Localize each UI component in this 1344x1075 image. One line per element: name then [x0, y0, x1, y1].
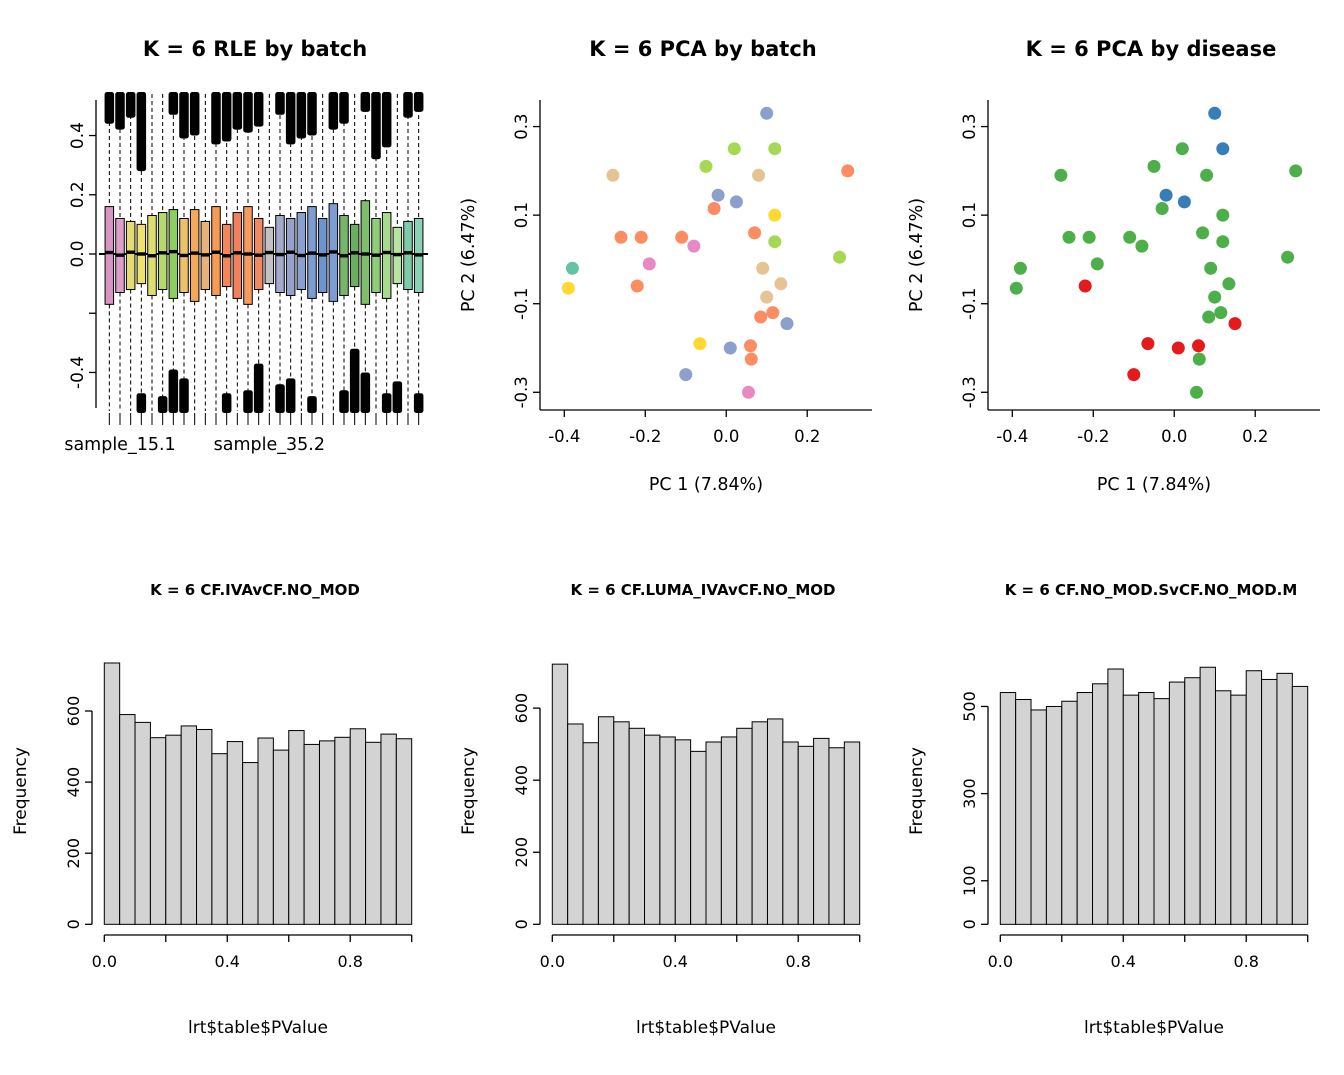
pca-by-batch-scatter-chart: -0.4 -0.2 0.0 0.2 -0.3 -0.1 0.1 0.3 PC 1 (7.84%)…	[459, 100, 872, 495]
svg-text:0.4: 0.4	[215, 952, 240, 971]
svg-text:PC 1 (7.84%): PC 1 (7.84%)	[1097, 475, 1211, 495]
pvalue-histogram-no-mod-chart: 0.0 0.4 0.8 0 100 300 500 lrt$table$PValue Frequ…	[907, 666, 1309, 1038]
svg-text:-0.1: -0.1	[512, 288, 531, 320]
rle-boxplot-chart: -0.4 0.0 0.2 0.4 sample_15.1 sample_35.2	[64, 92, 428, 455]
svg-text:0.0: 0.0	[92, 952, 117, 971]
svg-text:-0.4: -0.4	[548, 427, 580, 446]
hist-no-mod-chart-title: K = 6 CF.NO_MOD.SvCF.NO_MOD.M	[1004, 581, 1298, 599]
svg-text:400: 400	[512, 765, 531, 796]
svg-text:0.2: 0.2	[68, 181, 88, 208]
svg-text:0.2: 0.2	[1242, 427, 1268, 446]
svg-text:0.0: 0.0	[540, 952, 565, 971]
svg-text:0: 0	[512, 919, 531, 929]
svg-text:PC 2 (6.47%): PC 2 (6.47%)	[907, 198, 927, 312]
svg-text:0.3: 0.3	[512, 113, 531, 139]
svg-text:-0.4: -0.4	[68, 356, 88, 389]
svg-text:0.8: 0.8	[337, 952, 362, 971]
pvalue-histogram-iva-chart: 0.0 0.4 0.8 0 200 400 600 lrt$table$PValue Frequ…	[11, 662, 413, 1038]
svg-text:-0.3: -0.3	[960, 376, 979, 408]
svg-text:0.4: 0.4	[1111, 952, 1136, 971]
svg-text:500: 500	[960, 691, 979, 722]
panel-pca-by-disease: K = 6 PCA by disease -0.4 -0.2 0.0 0.2 -0.3-…	[896, 0, 1344, 537]
svg-text:0.0: 0.0	[68, 240, 88, 267]
svg-text:100: 100	[960, 865, 979, 896]
svg-text:-0.2: -0.2	[629, 427, 661, 446]
svg-text:0.4: 0.4	[663, 952, 688, 971]
svg-text:600: 600	[64, 696, 83, 727]
svg-text:-0.4: -0.4	[996, 427, 1028, 446]
svg-text:0.0: 0.0	[1161, 427, 1187, 446]
panel-hist-no-mod: K = 6 CF.NO_MOD.SvCF.NO_MOD.M 0.0 0.4 0.8 0…	[896, 537, 1344, 1075]
svg-text:0.3: 0.3	[960, 113, 979, 139]
svg-text:Frequency: Frequency	[907, 747, 927, 835]
svg-text:-0.3: -0.3	[512, 376, 531, 408]
svg-text:0: 0	[960, 919, 979, 929]
svg-text:0.8: 0.8	[1233, 952, 1258, 971]
svg-text:-0.1: -0.1	[960, 288, 979, 320]
panel-hist-iva: K = 6 CF.IVAvCF.NO_MOD 0.0 0.4 0.8 0 200 400 6…	[0, 537, 448, 1075]
svg-text:0.4: 0.4	[68, 122, 88, 149]
svg-text:0: 0	[64, 919, 83, 929]
svg-text:PC 2 (6.47%): PC 2 (6.47%)	[459, 198, 479, 312]
svg-text:-0.2: -0.2	[1077, 427, 1109, 446]
pvalue-histogram-luma-iva-chart: 0.0 0.4 0.8 0 200 400 600 lrt$table$PValue Frequ…	[459, 663, 861, 1038]
pca-by-disease-scatter-chart: -0.4 -0.2 0.0 0.2 -0.3 -0.1 0.1 0.3 PC 1 (7.84%)…	[907, 100, 1320, 495]
svg-text:300: 300	[960, 778, 979, 809]
hist-iva-chart-title: K = 6 CF.IVAvCF.NO_MOD	[150, 581, 360, 599]
rle-chart-title: K = 6 RLE by batch	[142, 37, 368, 61]
svg-text:lrt$table$PValue: lrt$table$PValue	[636, 1018, 776, 1038]
svg-text:sample_35.2: sample_35.2	[214, 435, 325, 455]
svg-text:200: 200	[64, 838, 83, 869]
pca-batch-chart-title: K = 6 PCA by batch	[589, 37, 817, 61]
svg-text:0.8: 0.8	[785, 952, 810, 971]
svg-text:200: 200	[512, 837, 531, 868]
svg-text:0.2: 0.2	[794, 427, 820, 446]
svg-text:PC 1 (7.84%): PC 1 (7.84%)	[649, 475, 763, 495]
svg-text:Frequency: Frequency	[459, 747, 479, 835]
svg-text:600: 600	[512, 693, 531, 724]
svg-text:0.1: 0.1	[512, 202, 531, 228]
svg-text:400: 400	[64, 767, 83, 798]
panel-hist-luma-iva: K = 6 CF.LUMA_IVAvCF.NO_MOD 0.0 0.4 0.8 0 20…	[448, 537, 896, 1075]
svg-text:lrt$table$PValue: lrt$table$PValue	[1084, 1018, 1224, 1038]
panel-rle-by-batch: K = 6 RLE by batch -0.4 0.0 0.2 0.4 sample_1…	[0, 0, 448, 537]
hist-luma-iva-chart-title: K = 6 CF.LUMA_IVAvCF.NO_MOD	[570, 581, 836, 599]
svg-text:0.0: 0.0	[988, 952, 1013, 971]
svg-text:0.1: 0.1	[960, 202, 979, 228]
svg-text:sample_15.1: sample_15.1	[64, 435, 175, 455]
panel-pca-by-batch: K = 6 PCA by batch -0.4 -0.2 0.0 0.2 -0.3 -0.…	[448, 0, 896, 537]
svg-text:0.0: 0.0	[713, 427, 739, 446]
pca-disease-chart-title: K = 6 PCA by disease	[1025, 37, 1277, 61]
svg-text:Frequency: Frequency	[11, 747, 31, 835]
svg-text:lrt$table$PValue: lrt$table$PValue	[188, 1018, 328, 1038]
